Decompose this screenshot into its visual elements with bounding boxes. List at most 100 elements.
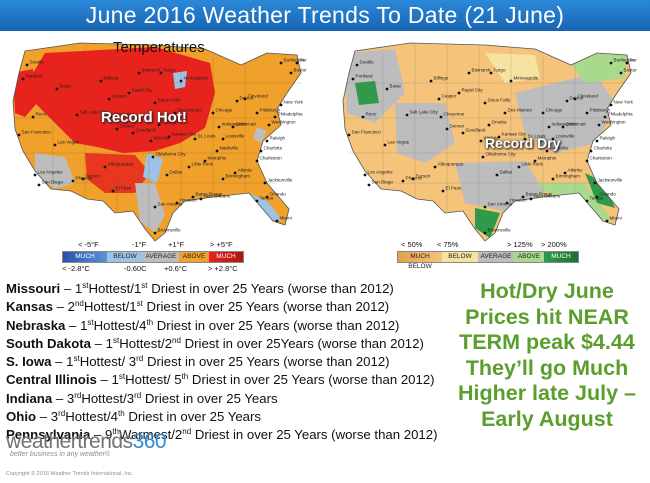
- city-dot: [551, 177, 555, 181]
- rank-dry-suffix: st: [141, 281, 148, 290]
- logo-word: weathertrends: [6, 430, 133, 453]
- city-label: St. Louis: [528, 134, 547, 139]
- price-callout: Hot/Dry June Prices hit NEAR TERM peak $…: [447, 279, 647, 433]
- city-dot: [273, 115, 277, 119]
- city-dot: [221, 137, 225, 141]
- city-dot: [243, 97, 247, 101]
- city-label: Little Rock: [522, 162, 544, 167]
- page-title: June 2016 Weather Trends To Date (21 Jun…: [85, 2, 565, 28]
- city-dot: [279, 103, 283, 107]
- rank-dry: 2: [174, 427, 183, 443]
- city-dot: [487, 123, 491, 127]
- rank-dry-suffix: th: [117, 409, 125, 419]
- state-name: South Dakota: [6, 335, 91, 351]
- city-label: Jacksonville: [268, 178, 293, 183]
- city-dot: [429, 79, 433, 83]
- rank-dry-label: Driest in over 25 Years (worse than 2012…: [191, 372, 435, 388]
- city-dot: [595, 195, 599, 199]
- rank-hot: 1: [66, 354, 74, 370]
- city-label: Bismarck: [142, 68, 162, 73]
- rank-dry: 4: [139, 317, 147, 333]
- city-label: Houston: [180, 198, 198, 203]
- city-dot: [479, 139, 483, 143]
- city-label: Orlando: [600, 192, 617, 197]
- legend-bottom-2: +0.6°C: [164, 264, 188, 273]
- city-dot: [355, 63, 359, 67]
- city-label: Louisville: [226, 134, 245, 139]
- city-dot: [433, 165, 437, 169]
- city-label: Minneapolis: [184, 76, 209, 81]
- callout-line: Higher late July –: [457, 381, 637, 406]
- city-label: Salt Lake City: [80, 110, 109, 115]
- city-label: Portland ME: [630, 58, 638, 63]
- city-label: Bismarck: [472, 68, 492, 73]
- separator: –: [51, 354, 67, 370]
- rank-hot-suffix: st: [82, 281, 89, 290]
- state-ranking-line: S. Iowa – 1stHottest/ 3rd Driest in over…: [6, 354, 446, 372]
- city-label: Charleston: [260, 156, 283, 161]
- city-dot: [445, 127, 449, 131]
- rank-hot-label: Hottest/: [83, 299, 130, 315]
- rank-hot-label: Hottest/: [93, 317, 140, 333]
- rank-hot-suffix: nd: [74, 299, 84, 309]
- city-label: Goodland: [466, 128, 486, 133]
- city-dot: [585, 159, 589, 163]
- city-label: Oklahoma City: [486, 152, 517, 157]
- city-dot: [203, 159, 207, 163]
- city-label: Portland ME: [300, 58, 308, 63]
- city-dot: [103, 165, 107, 169]
- precip-legend-average: AVERAGE: [478, 252, 514, 262]
- city-label: Boston: [294, 68, 308, 73]
- city-dot: [593, 181, 597, 185]
- rank-hot-label: Hottest/: [88, 281, 134, 296]
- city-label: Indianapolis: [222, 122, 247, 127]
- city-dot: [149, 139, 153, 143]
- precipitation-legend: < 50% < 75% > 125% > 200% MUCH BELOW BEL…: [395, 240, 595, 276]
- city-label: Jacksonville: [598, 178, 623, 183]
- city-dot: [173, 111, 177, 115]
- city-dot: [255, 111, 259, 115]
- city-dot: [439, 115, 443, 119]
- temperature-map-graphic: Seattle Portland Boise Reno San Francisco Los…: [12, 42, 308, 242]
- city-dot: [279, 61, 283, 65]
- city-label: Philadelphia: [608, 112, 633, 117]
- rank-dry-suffix: rd: [134, 390, 142, 400]
- city-label: Sioux Falls: [158, 98, 181, 103]
- city-label: Brownsville: [488, 228, 512, 233]
- city-dot: [561, 125, 565, 129]
- city-label: Denver: [450, 124, 465, 129]
- rank-hot-label: Hottest/: [119, 335, 165, 351]
- city-label: Reno: [366, 112, 377, 117]
- logo-tagline: better business in any weather®: [10, 451, 111, 458]
- city-label: Des Moines: [178, 108, 203, 113]
- rank-hot: 3: [50, 409, 59, 425]
- city-label: Boise: [390, 84, 402, 89]
- temperature-map-title: Temperatures: [113, 39, 205, 56]
- city-label: Fargo: [164, 68, 176, 73]
- city-dot: [363, 173, 367, 177]
- city-dot: [31, 115, 35, 119]
- city-dot: [411, 177, 415, 181]
- city-dot: [551, 137, 555, 141]
- city-dot: [157, 123, 161, 127]
- state-name: Missouri: [6, 281, 61, 296]
- record-dry-label: Record Dry: [485, 135, 561, 151]
- callout-line: Prices hit NEAR: [465, 304, 629, 329]
- city-label: Boise: [60, 84, 72, 89]
- state-name: Ohio: [6, 409, 37, 425]
- city-label: Rapid City: [132, 88, 154, 93]
- state-ranking-line: Missouri – 1stHottest/1st Driest in over…: [6, 281, 446, 299]
- city-label: San Antonio: [488, 202, 513, 207]
- precipitation-map: Seattle Portland Boise Reno San Francisco Los…: [335, 33, 637, 248]
- city-label: Detroit: [570, 96, 584, 101]
- city-label: San Francisco: [352, 130, 382, 135]
- city-label: Cleveland: [578, 94, 599, 99]
- rank-hot-suffix: st: [118, 372, 126, 382]
- city-label: Wichita: [484, 136, 500, 141]
- city-label: Louisville: [556, 134, 575, 139]
- precip-legend-top-2: > 125%: [507, 240, 533, 249]
- city-dot: [187, 165, 191, 169]
- logo-number: 360: [132, 430, 167, 453]
- city-label: Detroit: [240, 96, 254, 101]
- callout-line: They’ll go Much: [465, 355, 629, 380]
